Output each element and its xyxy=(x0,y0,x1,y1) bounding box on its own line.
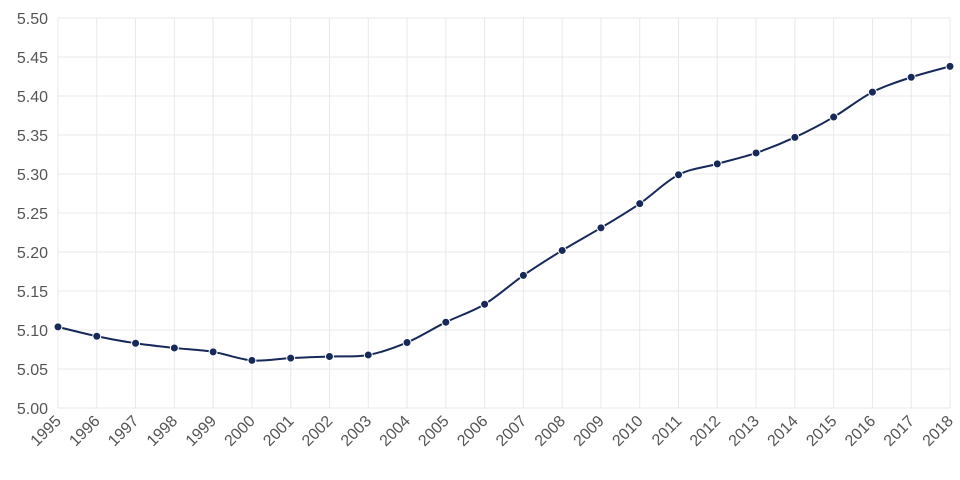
x-tick-label: 2009 xyxy=(571,413,608,450)
y-tick-label: 5.15 xyxy=(17,284,48,301)
data-point xyxy=(92,331,102,341)
data-point xyxy=(635,199,645,209)
y-tick-label: 5.10 xyxy=(17,323,48,340)
x-tick-label: 2007 xyxy=(493,413,530,450)
x-tick-label: 1999 xyxy=(183,413,220,450)
y-tick-label: 5.40 xyxy=(17,89,48,106)
x-tick-label: 2015 xyxy=(803,413,840,450)
y-tick-label: 5.30 xyxy=(17,167,48,184)
x-tick-label: 2001 xyxy=(260,413,297,450)
data-point xyxy=(674,170,684,180)
data-point xyxy=(867,87,877,97)
data-point xyxy=(790,132,800,142)
x-tick-label: 2004 xyxy=(377,413,414,450)
data-point xyxy=(402,337,412,347)
data-point xyxy=(518,270,528,280)
data-point xyxy=(53,322,63,332)
data-points xyxy=(53,61,955,365)
y-tick-label: 5.25 xyxy=(17,206,48,223)
data-point xyxy=(906,72,916,82)
x-tick-label: 2014 xyxy=(765,413,802,450)
x-tick-label: 2003 xyxy=(338,413,375,450)
data-point xyxy=(945,61,955,71)
x-tick-label: 1996 xyxy=(66,413,103,450)
data-point xyxy=(712,159,722,169)
data-point xyxy=(557,245,567,255)
data-point xyxy=(324,352,334,362)
x-tick-label: 2011 xyxy=(649,413,685,449)
x-tick-label: 2013 xyxy=(726,413,763,450)
data-point xyxy=(829,112,839,122)
y-tick-label: 5.20 xyxy=(17,245,48,262)
x-tick-label: 2006 xyxy=(454,413,491,450)
data-point xyxy=(169,343,179,353)
data-point xyxy=(286,353,296,363)
x-tick-label: 1995 xyxy=(28,413,65,450)
x-tick-label: 1997 xyxy=(105,413,142,450)
data-point xyxy=(751,148,761,158)
x-tick-label: 2000 xyxy=(222,413,259,450)
x-tick-label: 2010 xyxy=(609,413,646,450)
y-tick-label: 5.50 xyxy=(17,11,48,28)
data-point xyxy=(480,299,490,309)
data-point xyxy=(208,347,218,357)
y-axis-ticks: 5.00 5.05 5.10 5.15 5.20 5.25 5.30 5.35 5.40 5.45… xyxy=(17,11,48,418)
y-tick-label: 5.00 xyxy=(17,401,48,418)
x-axis-ticks: 1995 1996 1997 1998 1999 2000 2001 2002 2003 2004… xyxy=(28,413,957,450)
x-tick-label: 1998 xyxy=(144,413,181,450)
x-tick-label: 2016 xyxy=(842,413,879,450)
data-point xyxy=(363,350,373,360)
series-line xyxy=(57,65,951,362)
x-tick-label: 2002 xyxy=(299,413,336,450)
data-point xyxy=(247,355,257,365)
x-tick-label: 2008 xyxy=(532,413,569,450)
data-point xyxy=(131,338,141,348)
y-tick-label: 5.05 xyxy=(17,362,48,379)
x-tick-label: 2018 xyxy=(920,413,957,450)
y-tick-label: 5.35 xyxy=(17,128,48,145)
x-tick-label: 2005 xyxy=(415,413,452,450)
data-point xyxy=(441,317,451,327)
x-tick-label: 2012 xyxy=(687,413,724,450)
x-tick-label: 2017 xyxy=(881,413,918,450)
y-tick-label: 5.45 xyxy=(17,50,48,67)
data-point xyxy=(596,223,606,233)
